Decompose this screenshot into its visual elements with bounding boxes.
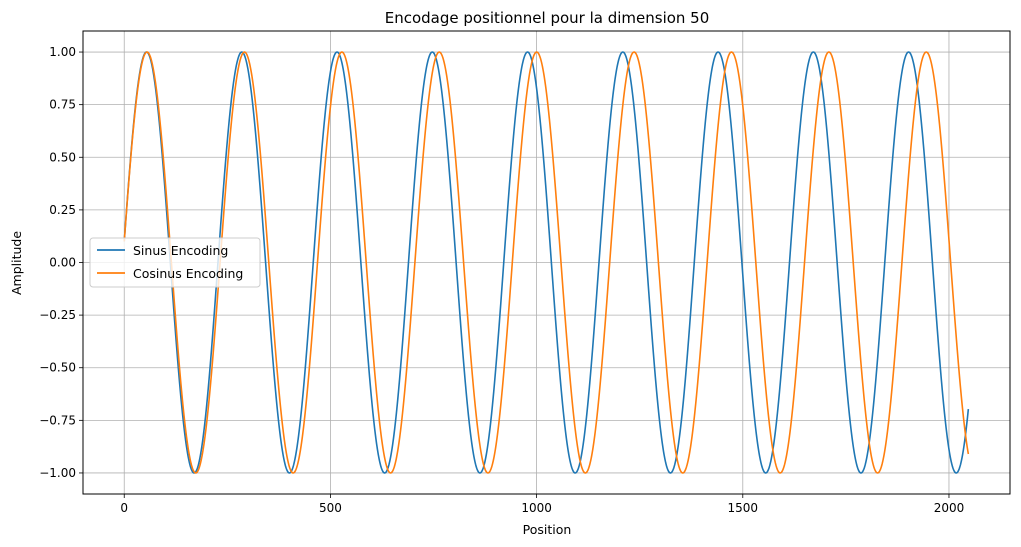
legend-box [89,237,261,288]
y-tick-label: −0.75 [39,413,76,427]
legend-label-sinus: Sinus Encoding [133,243,228,258]
y-tick-label: 0.00 [49,256,76,270]
y-tick-label: −0.25 [39,308,76,322]
x-axis: 0 500 1000 1500 2000 [120,494,964,515]
legend: Sinus Encoding Cosinus Encoding [89,237,261,288]
y-tick-label: 0.75 [49,98,76,112]
y-tick-label: 0.50 [49,150,76,164]
series-layer [123,51,970,474]
x-tick-label: 1500 [728,501,759,515]
x-axis-label: Position [523,522,572,537]
x-tick-label: 0 [120,501,128,515]
y-tick-label: −1.00 [39,466,76,480]
y-tick-label: 0.25 [49,203,76,217]
chart-title: Encodage positionnel pour la dimension 5… [385,9,710,27]
x-tick-label: 2000 [934,501,965,515]
x-tick-label: 1000 [521,501,552,515]
series-line-cosinus [123,51,970,474]
grid-lines [83,31,1010,494]
y-tick-label: −0.50 [39,361,76,375]
x-tick-label: 500 [319,501,342,515]
y-axis-label: Amplitude [9,231,24,295]
y-axis: −1.00 −0.75 −0.50 −0.25 0.00 0.25 0.50 0.75 1.00 [39,45,83,480]
legend-label-cosinus: Cosinus Encoding [133,266,243,281]
y-tick-label: 1.00 [49,45,76,59]
series-line-sinus [123,51,970,474]
